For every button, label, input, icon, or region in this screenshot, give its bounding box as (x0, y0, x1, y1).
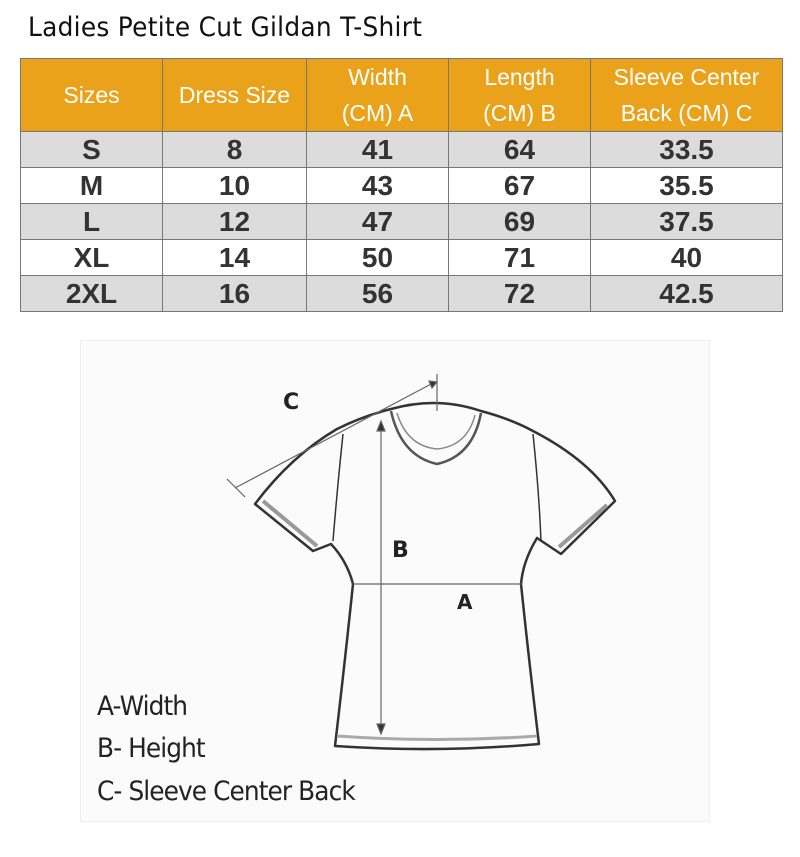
table-cell: 10 (162, 167, 307, 204)
table-cell: XL (20, 239, 163, 276)
table-cell: 72 (448, 275, 591, 312)
table-row: L 12 47 69 37.5 (20, 203, 783, 240)
tshirt-outline: C B A (226, 374, 617, 751)
table-cell: 8 (162, 131, 307, 168)
table-cell: 2XL (20, 275, 163, 312)
table-cell: 71 (448, 239, 591, 276)
table-cell: 64 (448, 131, 591, 168)
table-row: S 8 41 64 33.5 (20, 131, 783, 168)
table-cell: 47 (306, 203, 449, 240)
table-cell: S (20, 131, 163, 168)
mark-c: C (283, 390, 299, 415)
column-header: Width (CM) A (306, 58, 449, 132)
table-cell: 67 (448, 167, 591, 204)
table-cell: 37.5 (590, 203, 783, 240)
tshirt-measurement-diagram: C B A A-Width B- Height C- Sleeve Center… (80, 340, 710, 822)
table-cell: 43 (306, 167, 449, 204)
column-header: Sizes (20, 58, 163, 132)
mark-a: A (457, 590, 473, 614)
table-cell: L (20, 203, 163, 240)
mark-b: B (392, 538, 409, 563)
table-cell: 42.5 (590, 275, 783, 312)
table-cell: 14 (162, 239, 307, 276)
legend-width: A-Width (97, 691, 188, 722)
table-row: XL 14 50 71 40 (20, 239, 783, 276)
column-header: Sleeve Center Back (CM) C (590, 58, 783, 132)
table-cell: 50 (306, 239, 449, 276)
column-header: Dress Size (162, 58, 307, 132)
table-cell: 12 (162, 203, 307, 240)
table-cell: 16 (162, 275, 307, 312)
table-cell: 56 (306, 275, 449, 312)
size-chart-table: Sizes Dress Size Width (CM) A Length (CM) B… (20, 58, 783, 312)
legend-height: B- Height (97, 733, 206, 764)
table-cell: 41 (306, 131, 449, 168)
table-cell: 40 (590, 239, 783, 276)
page-title: Ladies Petite Cut Gildan T-Shirt (28, 12, 423, 43)
table-cell: 69 (448, 203, 591, 240)
table-header-row: Sizes Dress Size Width (CM) A Length (CM) B… (20, 58, 783, 132)
table-cell: M (20, 167, 163, 204)
table-cell: 33.5 (590, 131, 783, 168)
table-cell: 35.5 (590, 167, 783, 204)
legend-sleeve-center-back: C- Sleeve Center Back (97, 776, 356, 807)
column-header: Length (CM) B (448, 58, 591, 132)
table-row: M 10 43 67 35.5 (20, 167, 783, 204)
table-row: 2XL 16 56 72 42.5 (20, 275, 783, 312)
